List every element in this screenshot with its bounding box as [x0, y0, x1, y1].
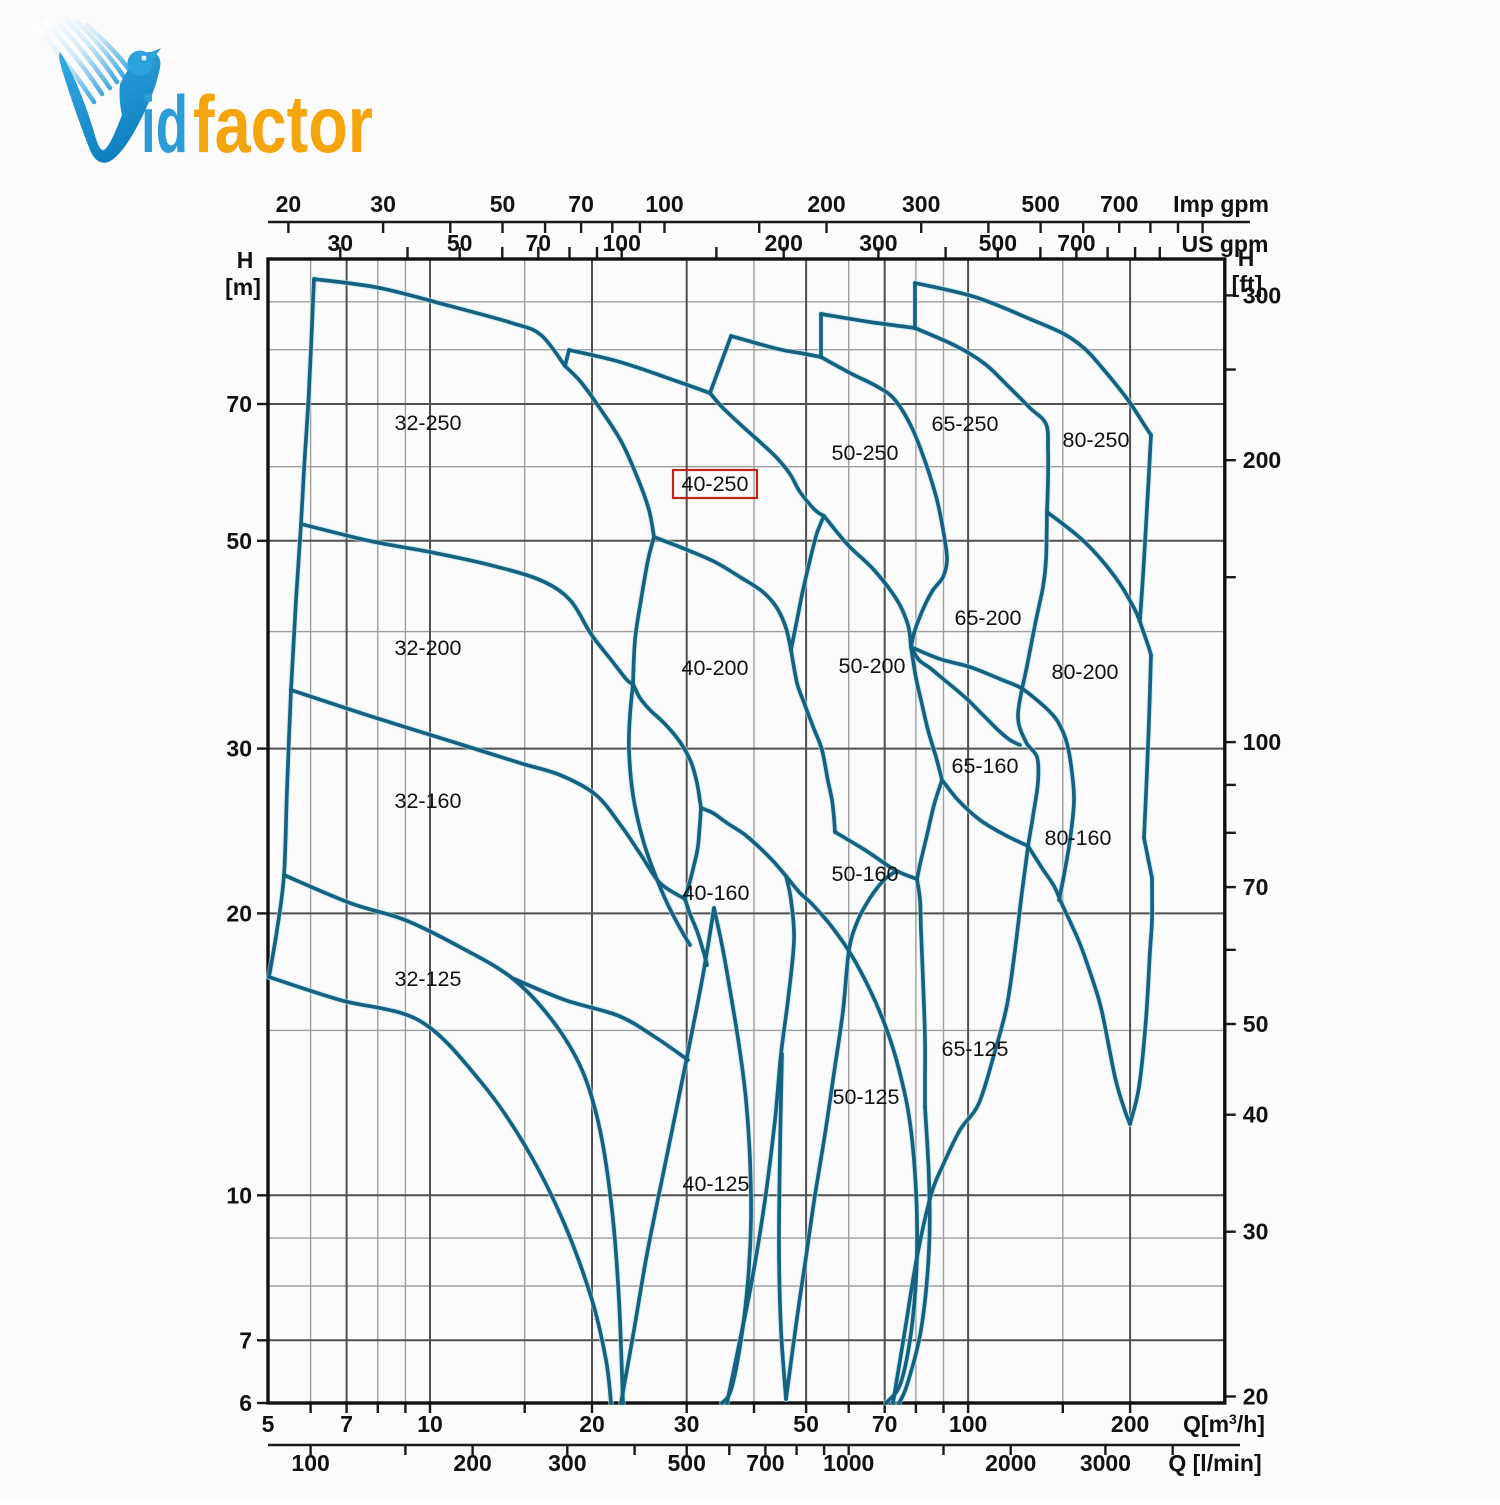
svg-text:7: 7 [239, 1327, 252, 1353]
svg-text:H: H [237, 247, 254, 273]
svg-text:50: 50 [793, 1411, 819, 1437]
svg-text:10: 10 [417, 1411, 443, 1437]
svg-text:30: 30 [1243, 1219, 1269, 1245]
svg-text:20: 20 [1243, 1384, 1269, 1410]
svg-text:100: 100 [603, 230, 641, 256]
svg-text:100: 100 [291, 1450, 329, 1476]
svg-text:300: 300 [859, 230, 897, 256]
svg-text:65-160: 65-160 [952, 754, 1019, 778]
svg-text:50: 50 [226, 528, 252, 554]
svg-text:6: 6 [239, 1390, 252, 1416]
svg-text:700: 700 [1100, 191, 1138, 217]
svg-text:[ft]: [ft] [1232, 271, 1263, 297]
svg-text:100: 100 [949, 1411, 987, 1437]
svg-text:32-200: 32-200 [395, 636, 462, 660]
svg-text:1000: 1000 [823, 1450, 874, 1476]
svg-text:80-160: 80-160 [1045, 826, 1112, 850]
svg-text:7: 7 [340, 1411, 353, 1437]
svg-text:40-250: 40-250 [682, 472, 749, 496]
svg-text:50-160: 50-160 [832, 862, 899, 886]
svg-text:300: 300 [548, 1450, 586, 1476]
svg-text:65-125: 65-125 [942, 1037, 1009, 1061]
svg-text:70: 70 [568, 191, 594, 217]
svg-text:50: 50 [490, 191, 516, 217]
svg-text:[m]: [m] [225, 274, 261, 300]
svg-text:Q[m3/h]: Q[m3/h] [1183, 1411, 1265, 1437]
svg-text:200: 200 [765, 230, 803, 256]
svg-text:10: 10 [226, 1182, 252, 1208]
svg-text:65-250: 65-250 [932, 412, 999, 436]
svg-text:70: 70 [226, 391, 252, 417]
svg-text:200: 200 [1243, 447, 1281, 473]
svg-text:50-250: 50-250 [832, 441, 899, 465]
svg-text:40-160: 40-160 [683, 881, 750, 905]
svg-text:50-125: 50-125 [833, 1085, 900, 1109]
svg-text:700: 700 [1057, 230, 1095, 256]
svg-text:Q [l/min]: Q [l/min] [1168, 1450, 1261, 1476]
svg-text:500: 500 [979, 230, 1017, 256]
svg-text:65-200: 65-200 [955, 606, 1022, 630]
svg-text:30: 30 [674, 1411, 700, 1437]
svg-text:200: 200 [453, 1450, 491, 1476]
svg-text:300: 300 [902, 191, 940, 217]
svg-text:80-200: 80-200 [1052, 660, 1119, 684]
svg-text:40: 40 [1243, 1102, 1269, 1128]
svg-text:500: 500 [668, 1450, 706, 1476]
svg-text:70: 70 [526, 230, 552, 256]
svg-text:40-125: 40-125 [683, 1172, 750, 1196]
svg-text:30: 30 [370, 191, 396, 217]
svg-text:20: 20 [579, 1411, 605, 1437]
svg-text:32-160: 32-160 [395, 789, 462, 813]
svg-text:32-125: 32-125 [395, 967, 462, 991]
svg-text:100: 100 [1243, 729, 1281, 755]
svg-text:20: 20 [226, 900, 252, 926]
svg-text:40-200: 40-200 [682, 656, 749, 680]
svg-text:factor: factor [193, 80, 373, 170]
svg-text:500: 500 [1021, 191, 1059, 217]
svg-text:50: 50 [447, 230, 473, 256]
svg-text:30: 30 [226, 736, 252, 762]
svg-text:200: 200 [1111, 1411, 1149, 1437]
svg-text:300: 300 [1243, 282, 1281, 308]
svg-text:70: 70 [1243, 874, 1269, 900]
svg-text:700: 700 [746, 1450, 784, 1476]
svg-text:50: 50 [1243, 1011, 1269, 1037]
svg-text:50-200: 50-200 [839, 654, 906, 678]
svg-text:30: 30 [328, 230, 354, 256]
svg-text:2000: 2000 [985, 1450, 1036, 1476]
svg-text:20: 20 [276, 191, 302, 217]
svg-text:US gpm: US gpm [1182, 231, 1269, 257]
svg-text:H: H [1238, 245, 1255, 271]
svg-text:200: 200 [807, 191, 845, 217]
svg-text:70: 70 [872, 1411, 898, 1437]
svg-text:3000: 3000 [1080, 1450, 1131, 1476]
svg-text:Imp gpm: Imp gpm [1173, 191, 1269, 217]
svg-text:id: id [141, 80, 188, 170]
svg-text:80-250: 80-250 [1063, 428, 1130, 452]
svg-text:100: 100 [645, 191, 683, 217]
svg-text:5: 5 [262, 1411, 275, 1437]
svg-text:32-250: 32-250 [395, 411, 462, 435]
